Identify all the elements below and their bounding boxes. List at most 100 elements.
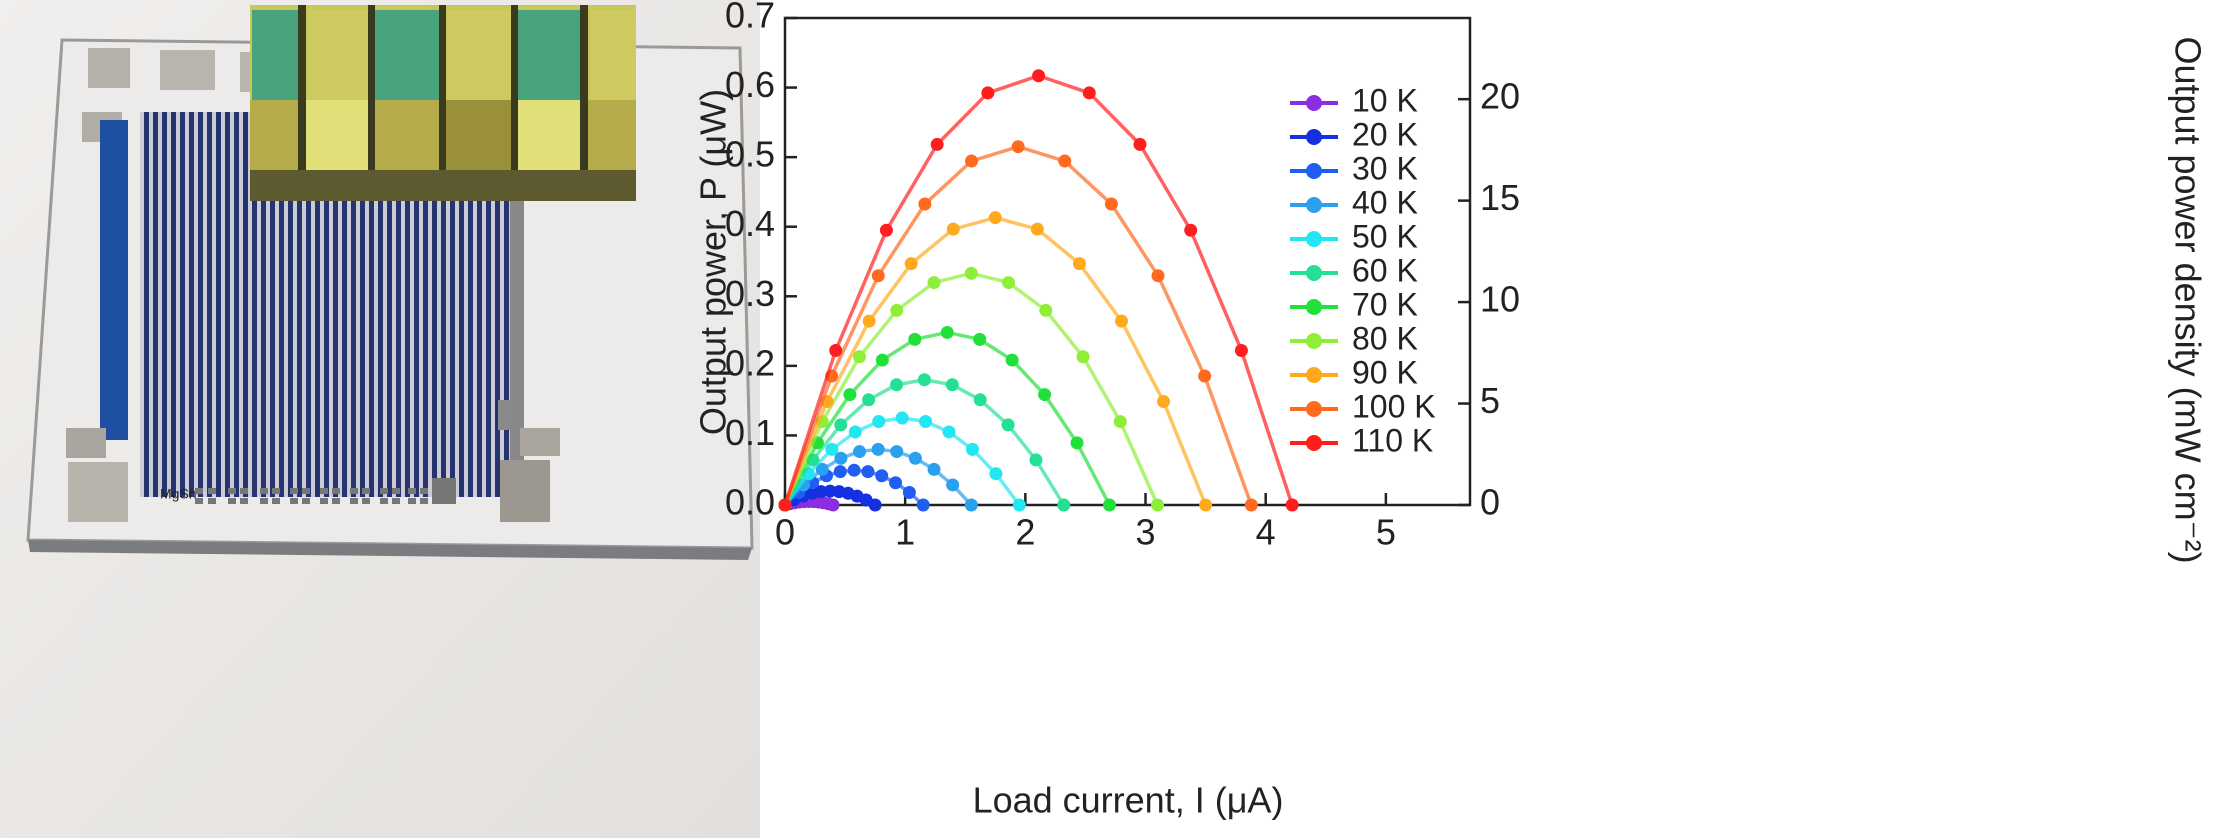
y-tick-label: 0.6: [725, 64, 775, 105]
y-axis-label: Output power, P (μW): [693, 89, 734, 435]
data-point: [872, 415, 886, 429]
data-point: [1039, 303, 1053, 317]
data-point: [1102, 498, 1116, 512]
data-point: [1002, 276, 1016, 290]
data-point: [1032, 69, 1046, 83]
legend-label: 80 K: [1352, 320, 1418, 356]
data-point: [965, 442, 979, 456]
legend-marker: [1306, 197, 1322, 213]
data-point: [908, 332, 922, 346]
x-tick-label: 3: [1136, 512, 1156, 553]
data-point: [904, 257, 918, 271]
data-point: [862, 314, 876, 328]
data-point: [964, 266, 978, 280]
data-point: [1012, 498, 1026, 512]
data-point: [973, 393, 987, 407]
plot-frame: [783, 16, 1472, 507]
series-line: [783, 215, 1208, 506]
data-point: [829, 343, 843, 357]
data-point: [778, 498, 792, 512]
data-point: [868, 498, 882, 512]
legend-label: 50 K: [1352, 218, 1418, 254]
x-tick-label: 4: [1256, 512, 1276, 553]
data-point: [964, 498, 978, 512]
data-point: [1030, 222, 1044, 236]
x-tick-label: 5: [1376, 512, 1396, 553]
y-tick-label: 0.7: [725, 0, 775, 36]
data-point: [917, 373, 931, 387]
legend-marker: [1306, 299, 1322, 315]
x-axis-label: Load current, I (μA): [973, 780, 1284, 821]
data-point: [1244, 498, 1258, 512]
data-point: [862, 393, 876, 407]
data-point: [815, 462, 829, 476]
data-point: [1076, 350, 1090, 364]
legend-marker: [1306, 401, 1322, 417]
data-point: [1133, 137, 1147, 151]
data-point: [848, 425, 862, 439]
data-point: [1070, 436, 1084, 450]
data-point: [965, 154, 979, 168]
data-point: [871, 269, 885, 283]
data-point: [919, 415, 933, 429]
y-tick-label: 0.4: [725, 203, 775, 244]
data-point: [834, 418, 848, 432]
data-point: [889, 476, 903, 490]
data-point: [853, 350, 867, 364]
data-point: [871, 442, 885, 456]
data-point: [946, 478, 960, 492]
data-point: [1072, 257, 1086, 271]
data-point: [1151, 269, 1165, 283]
data-point: [1005, 353, 1019, 367]
data-point: [1001, 418, 1015, 432]
data-point: [895, 411, 909, 425]
data-point: [927, 462, 941, 476]
legend-label: 110 K: [1352, 422, 1433, 458]
y2-tick-label: 10: [1480, 279, 1520, 320]
data-point: [879, 223, 893, 237]
data-point: [1082, 86, 1096, 100]
y2-tick-label: 20: [1480, 76, 1520, 117]
legend-marker: [1306, 435, 1322, 451]
data-point: [946, 222, 960, 236]
data-point: [1057, 498, 1071, 512]
data-point: [1157, 395, 1171, 409]
data-point: [918, 197, 932, 211]
legend-marker: [1306, 265, 1322, 281]
x-tick-label: 0: [775, 512, 795, 553]
data-point: [902, 485, 916, 499]
legend-marker: [1306, 231, 1322, 247]
y-tick-label: 0.2: [725, 342, 775, 383]
data-point: [940, 325, 954, 339]
data-point: [1184, 223, 1198, 237]
data-point: [916, 498, 930, 512]
device-photo: MgSn: [0, 0, 760, 838]
data-point: [847, 463, 861, 477]
legend-marker: [1306, 129, 1322, 145]
y-tick-label: 0.5: [725, 134, 775, 175]
legend-label: 40 K: [1352, 184, 1418, 220]
data-point: [1198, 369, 1212, 383]
legend-label: 90 K: [1352, 354, 1418, 390]
data-point: [853, 445, 867, 459]
y-tick-label: 0.0: [725, 482, 775, 523]
data-point: [834, 451, 848, 465]
data-point: [826, 498, 840, 512]
data-point: [1058, 154, 1072, 168]
legend-marker: [1306, 163, 1322, 179]
data-point: [1104, 197, 1118, 211]
photo-label: MgSn: [160, 486, 197, 502]
data-point: [927, 276, 941, 290]
data-point: [861, 465, 875, 479]
x-tick-label: 2: [1015, 512, 1035, 553]
data-point: [875, 469, 889, 483]
data-point: [1151, 498, 1165, 512]
legend-label: 70 K: [1352, 286, 1418, 322]
data-point: [843, 388, 857, 402]
y2-tick-label: 0: [1480, 482, 1500, 523]
data-point: [1029, 453, 1043, 467]
y-tick-label: 0.3: [725, 273, 775, 314]
legend-label: 10 K: [1352, 82, 1418, 118]
y2-tick-label: 15: [1480, 177, 1520, 218]
